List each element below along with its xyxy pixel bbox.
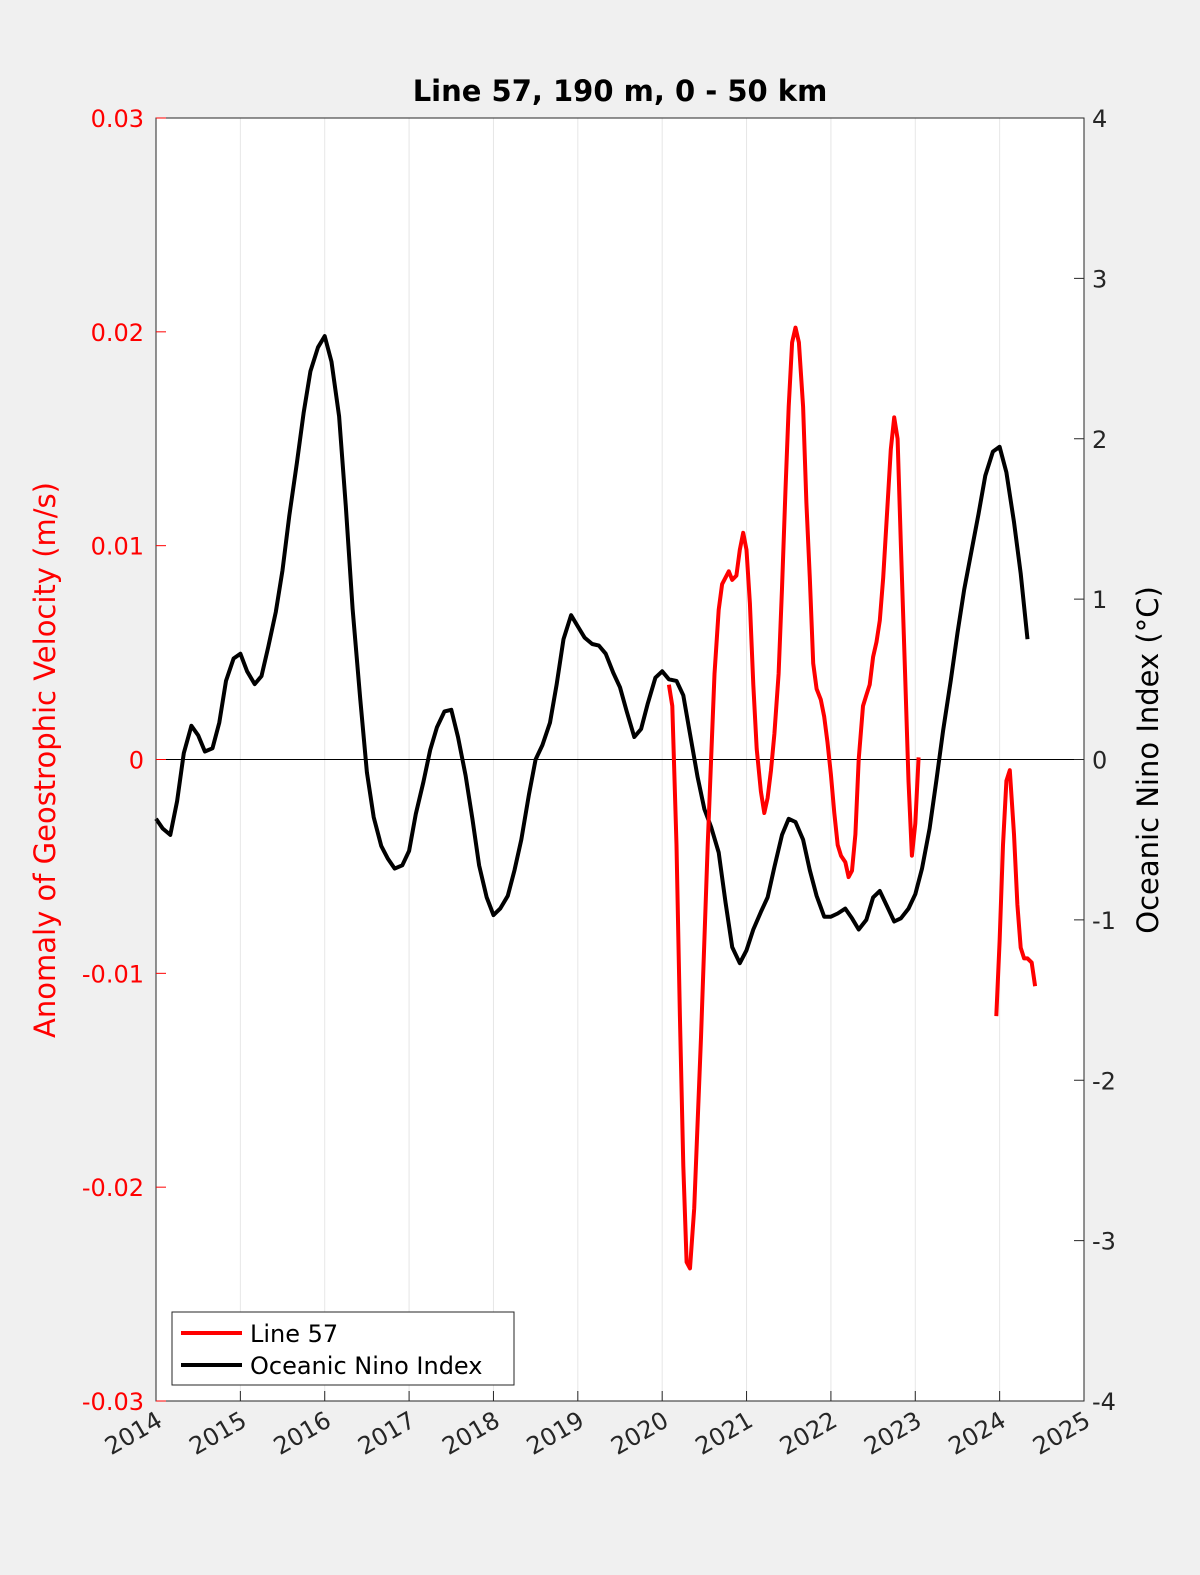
y-right-tick-label: 1 <box>1092 586 1107 614</box>
y-right-tick-label: 0 <box>1092 747 1107 775</box>
legend-box <box>171 1311 515 1386</box>
legend-entry-line57: Line 57 <box>250 1320 338 1348</box>
y-right-tick-label: -1 <box>1092 907 1116 935</box>
series-line57-segment-0 <box>666 325 921 1271</box>
y-left-tick-label: -0.03 <box>82 1388 144 1416</box>
series-oni-segment-0 <box>154 334 1030 966</box>
y-right-tick-label: 2 <box>1092 426 1107 454</box>
y-right-tick-label: 4 <box>1092 105 1107 133</box>
y-right-tick-label: -2 <box>1092 1067 1116 1095</box>
y-left-tick-label: 0.03 <box>91 105 144 133</box>
y-right-tick-label: 3 <box>1092 265 1107 293</box>
left-axis-label: Anomaly of Geostrophic Velocity (m/s) <box>28 482 62 1038</box>
series-line57-segment-1 <box>994 768 1038 1017</box>
y-right-tick-label: -3 <box>1092 1228 1116 1256</box>
legend: Line 57 Oceanic Nino Index <box>171 1311 515 1386</box>
right-y-axis: -4 -3 -2 -1 0 1 2 3 4 <box>1074 105 1116 1416</box>
y-right-tick-label: -4 <box>1092 1388 1116 1416</box>
right-axis-label: Oceanic Nino Index (°C) <box>1131 586 1165 934</box>
y-left-tick-label: -0.01 <box>82 960 144 988</box>
y-left-tick-label: -0.02 <box>82 1174 144 1202</box>
y-left-tick-label: 0.02 <box>91 319 144 347</box>
chart-title: Line 57, 190 m, 0 - 50 km <box>413 74 828 108</box>
y-left-tick-label: 0.01 <box>91 533 144 561</box>
series-layer <box>154 325 1038 1271</box>
left-y-axis: -0.03 -0.02 -0.01 0 0.01 0.02 0.03 <box>82 105 166 1416</box>
y-left-tick-label: 0 <box>129 747 144 775</box>
legend-entry-oni: Oceanic Nino Index <box>250 1352 482 1380</box>
